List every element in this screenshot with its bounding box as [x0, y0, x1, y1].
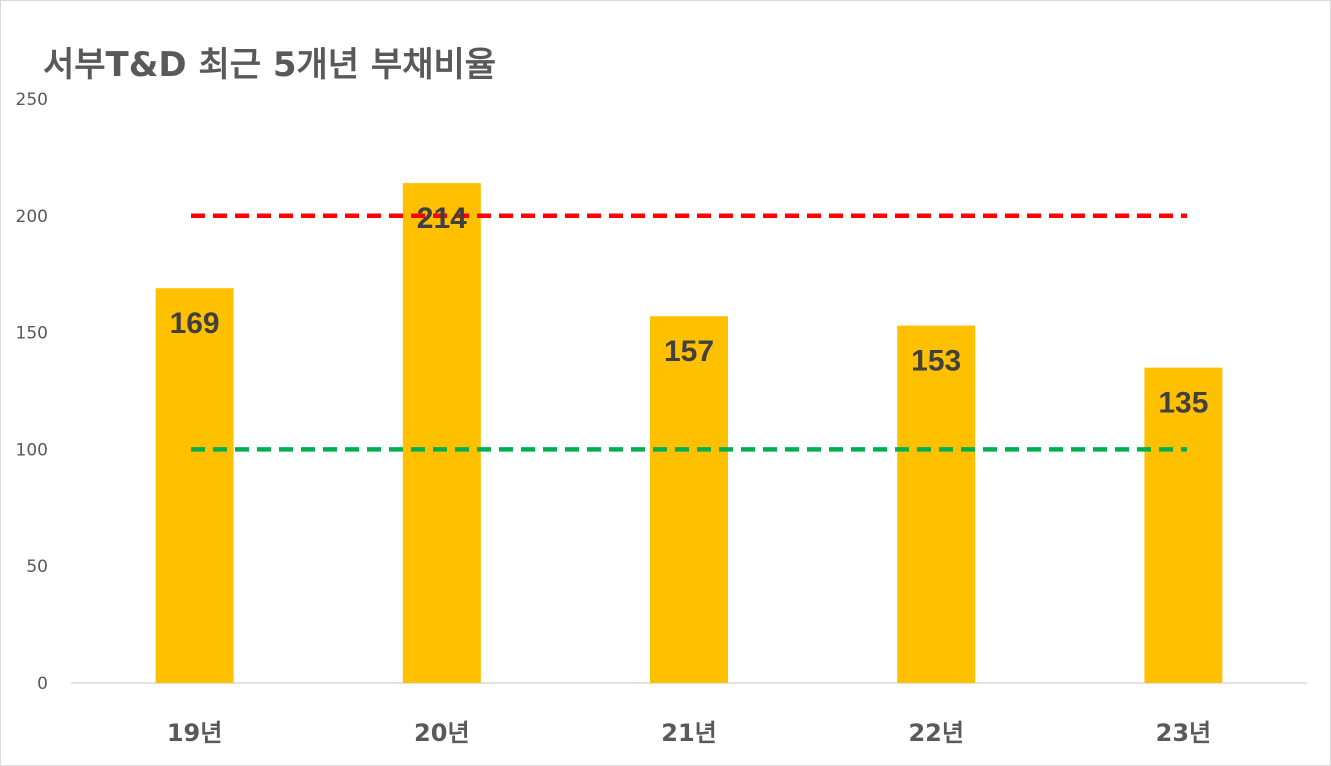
bar: [897, 325, 976, 683]
y-tick-label: 100: [16, 440, 48, 460]
chart-title: 서부T&D 최근 5개년 부채비율: [43, 45, 497, 85]
x-category-label: 21년: [661, 719, 716, 747]
x-category-label: 19년: [167, 719, 222, 747]
data-label: 135: [1158, 387, 1208, 420]
y-tick-label: 50: [26, 557, 48, 577]
bar: [155, 288, 234, 683]
data-label: 169: [170, 307, 220, 340]
x-category-label: 22년: [908, 719, 963, 747]
y-tick-label: 200: [16, 207, 48, 227]
y-tick-label: 0: [37, 674, 48, 694]
bar: [650, 316, 728, 683]
x-category-label: 23년: [1156, 719, 1211, 747]
data-label: 214: [417, 202, 467, 235]
bar: [402, 183, 481, 683]
y-tick-label: 250: [16, 90, 48, 110]
data-label: 157: [664, 335, 714, 368]
y-tick-label: 150: [16, 324, 48, 344]
bar: [1144, 367, 1223, 683]
data-label: 153: [911, 345, 961, 378]
x-category-label: 20년: [414, 719, 469, 747]
